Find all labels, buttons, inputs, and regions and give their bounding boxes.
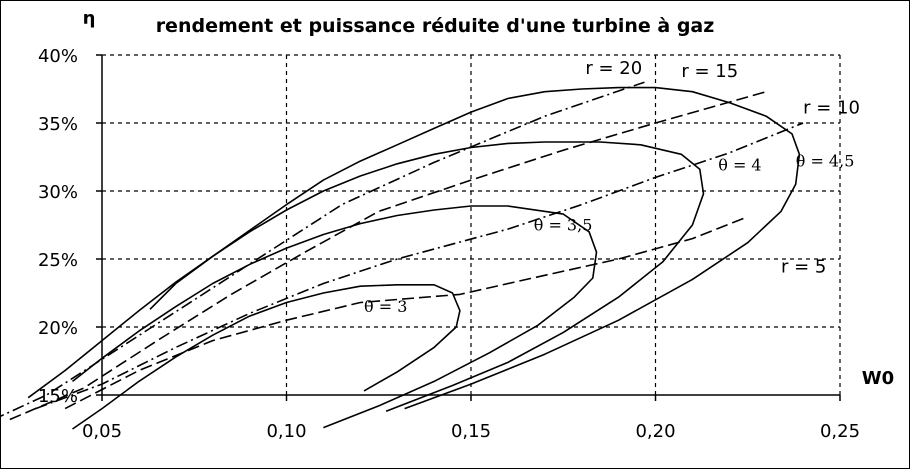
series-line-6 <box>35 122 804 410</box>
x-tick-label: 0,25 <box>820 421 860 442</box>
y-tick-label: 15% <box>38 386 78 407</box>
series-line-1 <box>72 284 461 430</box>
series-label-3: θ = 4 <box>718 156 761 175</box>
x-tick-label: 0,10 <box>266 421 306 442</box>
series-label-8: r = 20 <box>585 58 642 79</box>
x-axis-label: W0 <box>862 368 894 389</box>
axes <box>96 54 841 401</box>
chart-title: rendement et puissance réduite d'une tur… <box>156 15 715 37</box>
y-tick-label: 25% <box>38 250 78 271</box>
series-line-8 <box>1 81 645 417</box>
y-tick-label: 35% <box>38 114 78 135</box>
tick-labels: 15% 20% 25% 30% 35% 40% 0,05 0,10 0,15 0,20 0,25 <box>38 46 860 442</box>
series-label-1: θ = 3 <box>364 297 407 316</box>
y-axis-label: η <box>83 8 96 29</box>
series-label-2: θ = 3,5 <box>534 215 593 234</box>
series-line-5 <box>64 216 748 410</box>
series-line-3 <box>27 141 705 413</box>
y-tick-label: 40% <box>38 46 78 67</box>
series-lines <box>1 81 804 430</box>
y-tick-label: 30% <box>38 182 78 203</box>
grid <box>102 54 841 395</box>
series-label-6: r = 10 <box>803 97 860 118</box>
series-line-2 <box>72 205 598 429</box>
x-tick-label: 0,20 <box>635 421 675 442</box>
series-line-4 <box>149 86 801 410</box>
y-tick-label: 20% <box>38 318 78 339</box>
series-label-4: θ = 4,5 <box>796 152 855 171</box>
series-label-7: r = 15 <box>681 61 738 82</box>
series-label-5: r = 5 <box>781 257 826 278</box>
x-tick-label: 0,15 <box>451 421 491 442</box>
series-line-7 <box>9 90 767 421</box>
series-labels: θ = 3 θ = 3,5 θ = 4 θ = 4,5 r = 5 r = 10 r = 1… <box>364 58 860 316</box>
x-tick-label: 0,05 <box>82 421 122 442</box>
